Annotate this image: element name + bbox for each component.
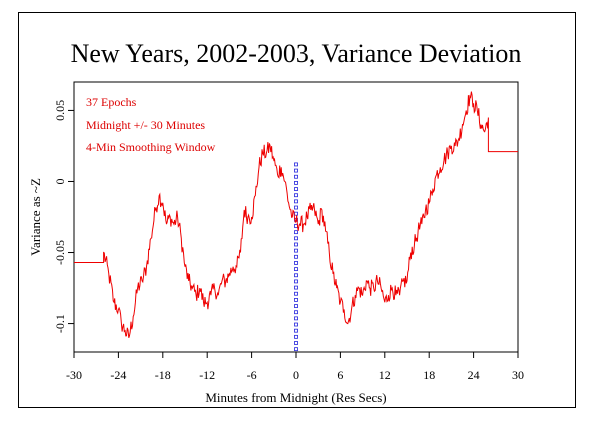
midnight-marker-dot bbox=[294, 168, 298, 173]
midnight-marker-dot bbox=[294, 242, 298, 247]
x-tick-label: 30 bbox=[512, 368, 524, 382]
midnight-marker-dot bbox=[294, 261, 298, 265]
midnight-marker-dot bbox=[294, 267, 298, 272]
x-tick-label: -30 bbox=[66, 368, 82, 382]
y-tick-label: -0.05 bbox=[53, 240, 67, 265]
midnight-marker-dot bbox=[294, 328, 298, 333]
x-tick-label: -6 bbox=[247, 368, 257, 382]
midnight-marker-dot bbox=[294, 322, 298, 327]
midnight-marker-dot bbox=[294, 174, 298, 179]
x-tick-label: 12 bbox=[379, 368, 391, 382]
midnight-marker-dot bbox=[294, 297, 298, 302]
midnight-marker-dot bbox=[294, 248, 298, 253]
x-tick-label: 18 bbox=[423, 368, 435, 382]
midnight-marker-dot bbox=[294, 310, 298, 315]
midnight-marker-dot bbox=[294, 285, 298, 290]
x-tick-label: -12 bbox=[199, 368, 215, 382]
y-axis-ticks: -0.1 -0.05 0 0.05 bbox=[53, 100, 74, 333]
chart-title: New Years, 2002-2003, Variance Deviation bbox=[71, 39, 522, 68]
midnight-marker-dot bbox=[294, 180, 298, 185]
chart-frame bbox=[18, 12, 576, 408]
x-tick-label: 0 bbox=[293, 368, 299, 382]
annotation-epochs: 37 Epochs bbox=[86, 95, 137, 109]
midnight-marker-dot bbox=[294, 211, 298, 216]
x-axis-label: Minutes from Midnight (Res Secs) bbox=[205, 390, 386, 405]
midnight-marker-dot bbox=[294, 304, 298, 308]
midnight-marker-dot bbox=[294, 316, 298, 321]
x-tick-label: 24 bbox=[468, 368, 480, 382]
midnight-marker-dot bbox=[294, 205, 298, 210]
midnight-marker-dot bbox=[294, 279, 298, 284]
x-axis-ticks: -30 -24 -18 -12 -6 0 6 12 18 24 30 bbox=[66, 352, 524, 382]
x-tick-label: 6 bbox=[337, 368, 343, 382]
midnight-marker-dot bbox=[294, 334, 298, 339]
midnight-marker-dot bbox=[294, 341, 298, 345]
series-line bbox=[74, 91, 518, 338]
midnight-marker-dot bbox=[294, 187, 298, 191]
y-tick-label: 0.05 bbox=[53, 100, 67, 121]
midnight-marker-dot bbox=[294, 162, 298, 167]
midnight-marker-dot bbox=[294, 193, 298, 198]
annotation-smoothing: 4-Min Smoothing Window bbox=[86, 140, 216, 154]
y-tick-label: 0 bbox=[53, 178, 67, 184]
y-tick-label: -0.1 bbox=[53, 314, 67, 333]
midnight-marker-dot bbox=[294, 347, 298, 352]
midnight-marker-dot bbox=[294, 273, 298, 278]
x-tick-label: -18 bbox=[155, 368, 171, 382]
midnight-marker-dot bbox=[294, 254, 298, 259]
x-tick-label: -24 bbox=[110, 368, 126, 382]
midnight-marker-dot bbox=[294, 230, 298, 235]
midnight-marker-dot bbox=[294, 291, 298, 296]
midnight-marker bbox=[294, 162, 298, 352]
midnight-marker-dot bbox=[294, 236, 298, 241]
y-axis-label: Variance as ~Z bbox=[28, 178, 43, 256]
annotation-range: Midnight +/- 30 Minutes bbox=[86, 118, 205, 132]
midnight-marker-dot bbox=[294, 199, 298, 204]
